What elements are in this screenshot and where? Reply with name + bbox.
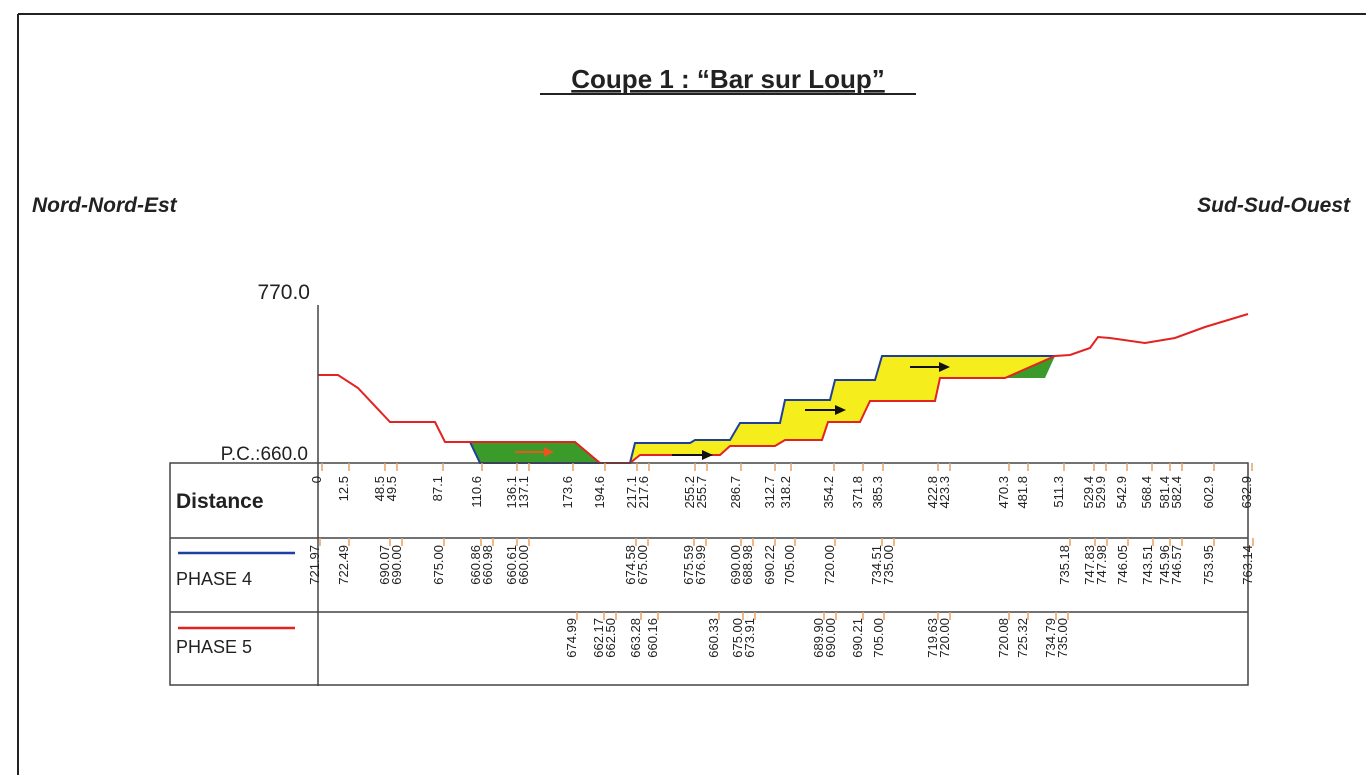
value-label: 581.4 xyxy=(1157,476,1172,509)
value-label: 676.99 xyxy=(693,545,708,585)
value-label: 745.96 xyxy=(1157,545,1172,585)
value-label: 663.28 xyxy=(628,618,643,658)
value-label: 735.00 xyxy=(881,545,896,585)
value-label: 720.00 xyxy=(822,545,837,585)
value-label: 568.4 xyxy=(1139,476,1154,509)
value-label: 660.98 xyxy=(480,545,495,585)
value-label: 0 xyxy=(309,476,324,483)
value-label: 722.49 xyxy=(336,545,351,585)
value-label: 217.1 xyxy=(624,476,639,509)
value-label: 582.4 xyxy=(1169,476,1184,509)
value-label: 217.6 xyxy=(636,476,651,509)
value-label: 763.14 xyxy=(1240,545,1255,585)
axis-base: P.C.:660.0 xyxy=(221,444,308,465)
value-label: 662.17 xyxy=(591,618,606,658)
value-label: 747.83 xyxy=(1082,545,1097,585)
value-label: 734.79 xyxy=(1043,618,1058,658)
value-label: 110.6 xyxy=(469,476,484,508)
value-label: 194.6 xyxy=(592,476,607,509)
value-label: 481.8 xyxy=(1015,476,1030,509)
value-label: 735.18 xyxy=(1057,545,1072,585)
value-label: 660.86 xyxy=(468,545,483,585)
value-label: 720.00 xyxy=(937,618,952,658)
value-label: 660.33 xyxy=(706,618,721,658)
value-label: 371.8 xyxy=(850,476,865,509)
right-label: Sud-Sud-Ouest xyxy=(1197,194,1351,217)
value-label: 690.07 xyxy=(377,545,392,585)
value-label: 662.50 xyxy=(603,618,618,658)
arrows xyxy=(515,362,950,460)
value-label: 542.9 xyxy=(1114,476,1129,509)
value-label: 688.98 xyxy=(740,545,755,585)
value-label: 735.00 xyxy=(1055,618,1070,658)
value-label: 12.5 xyxy=(336,476,351,501)
value-label: 136.1 xyxy=(504,476,519,509)
value-label: 690.00 xyxy=(389,545,404,585)
value-label: 632.9 xyxy=(1239,476,1254,509)
value-label: 675.00 xyxy=(431,545,446,585)
value-label: 660.00 xyxy=(516,545,531,585)
value-label: 705.00 xyxy=(871,618,886,658)
value-label: 529.4 xyxy=(1081,476,1096,509)
value-label: 423.3 xyxy=(937,476,952,509)
value-label: 137.1 xyxy=(516,476,531,509)
left-label: Nord-Nord-Est xyxy=(32,194,178,217)
value-label: 312.7 xyxy=(762,476,777,509)
value-label: 529.9 xyxy=(1093,476,1108,509)
value-label: 720.08 xyxy=(996,618,1011,658)
value-label: 705.00 xyxy=(782,545,797,585)
value-label: 660.16 xyxy=(645,618,660,658)
value-label: 602.9 xyxy=(1201,476,1216,509)
value-label: 385.3 xyxy=(870,476,885,509)
value-label: 690.21 xyxy=(850,618,865,658)
axis-top: 770.0 xyxy=(257,281,310,304)
value-label: 689.90 xyxy=(811,618,826,658)
value-label: 690.22 xyxy=(762,545,777,585)
value-label: 690.00 xyxy=(728,545,743,585)
value-label: 747.98 xyxy=(1094,545,1109,585)
row-name: PHASE 4 xyxy=(176,569,252,589)
value-label: 673.91 xyxy=(742,618,757,658)
phase5-profile xyxy=(318,313,1249,464)
value-label: 255.7 xyxy=(694,476,709,509)
value-label: 690.00 xyxy=(823,618,838,658)
value-label: 318.2 xyxy=(778,476,793,509)
value-label: 660.61 xyxy=(504,545,519,585)
value-label: 719.63 xyxy=(925,618,940,658)
phase4-profile xyxy=(469,355,1055,464)
value-label: 674.58 xyxy=(623,545,638,585)
title: Coupe 1 : “Bar sur Loup” xyxy=(571,64,884,94)
value-label: 734.51 xyxy=(869,545,884,585)
value-label: 49.5 xyxy=(384,476,399,501)
value-label: 511.3 xyxy=(1051,476,1066,508)
value-label: 354.2 xyxy=(821,476,836,509)
value-label: 286.7 xyxy=(728,476,743,509)
value-label: 675.00 xyxy=(730,618,745,658)
value-label: 743.51 xyxy=(1140,545,1155,585)
value-label: 255.2 xyxy=(682,476,697,509)
value-label: 675.00 xyxy=(635,545,650,585)
value-label: 674.99 xyxy=(564,618,579,658)
row-name: PHASE 5 xyxy=(176,637,252,657)
value-label: 725.32 xyxy=(1015,618,1030,658)
value-label: 746.57 xyxy=(1169,545,1184,585)
value-label: 422.8 xyxy=(925,476,940,509)
value-label: 48.5 xyxy=(372,476,387,501)
value-label: 87.1 xyxy=(430,476,445,501)
value-label: 675.59 xyxy=(681,545,696,585)
value-label: 173.6 xyxy=(560,476,575,509)
value-label: 746.05 xyxy=(1115,545,1130,585)
row-name: Distance xyxy=(176,490,264,513)
value-label: 721.97 xyxy=(307,545,322,585)
value-label: 753.95 xyxy=(1201,545,1216,585)
value-label: 470.3 xyxy=(996,476,1011,509)
